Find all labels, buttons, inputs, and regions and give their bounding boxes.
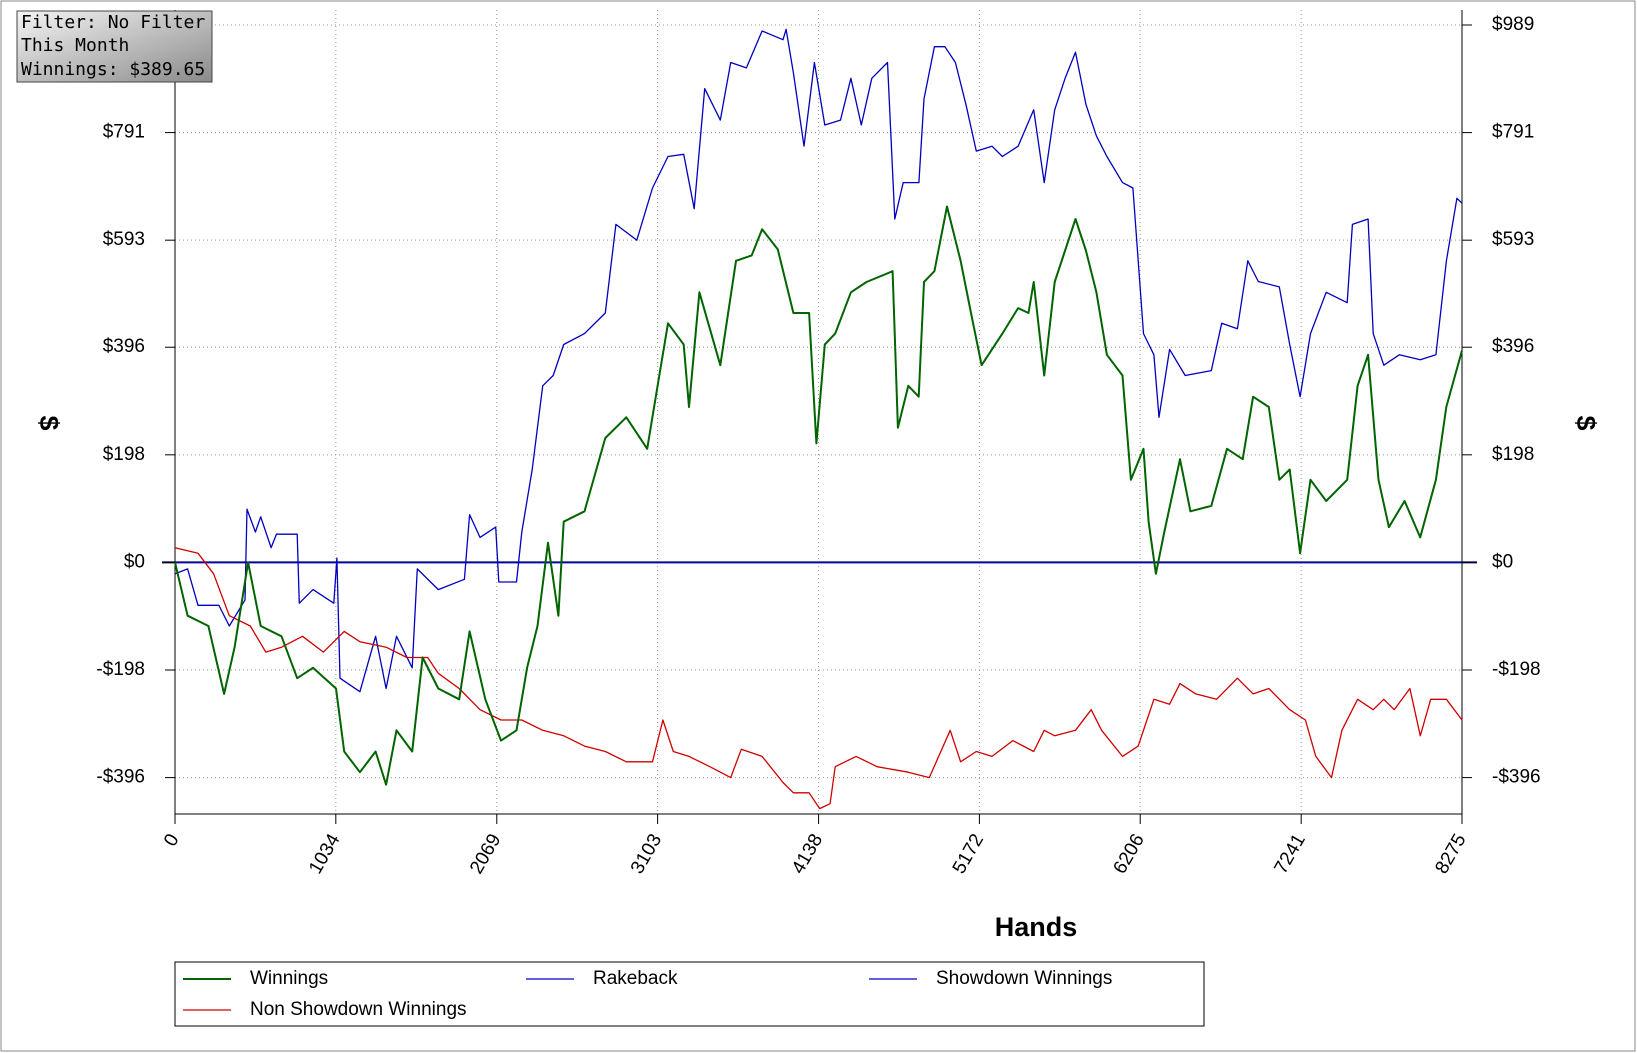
y-tick-label: $593: [103, 229, 145, 250]
info-background: [16, 10, 213, 83]
series-line: [174, 28, 1463, 693]
x-tick-label: 7241: [1271, 831, 1310, 878]
x-axis-label: Hands: [995, 912, 1078, 942]
series-line: [174, 547, 1463, 810]
legend-label: Winnings: [250, 968, 328, 989]
legend-label: Non Showdown Winnings: [250, 999, 467, 1020]
y-tick-label: $396: [103, 336, 145, 357]
legend: Winnings Rakeback Showdown Winnings Non Sho…: [183, 968, 1112, 1020]
info-line: Filter: No Filter: [21, 12, 205, 33]
y-tick-label: -$396: [96, 767, 145, 788]
x-tick-label: 2069: [466, 831, 505, 878]
y2-tick-label: $396: [1492, 336, 1534, 357]
info-line: This Month: [21, 35, 129, 56]
y-tick-label: $0: [124, 551, 145, 572]
plot-area: -$396 -$198 $0 $198 $396 $593 $791 $989 -$396 -$1…: [96, 10, 1541, 878]
y-tick-label: $198: [103, 444, 145, 465]
x-tick-label: 8275: [1431, 831, 1470, 878]
y-axis-label: $: [34, 415, 64, 430]
info-box: Filter: No Filter This Month Winnings: $…: [16, 10, 213, 83]
y-tick-label: $791: [103, 122, 145, 143]
y2-tick-label: $989: [1492, 14, 1534, 35]
x-tick-label: 0: [160, 831, 183, 851]
x-tick-label: 4138: [788, 831, 827, 878]
y2-axis-label: $: [1571, 415, 1601, 430]
legend-label: Rakeback: [593, 968, 678, 989]
y2-tick-label: $593: [1492, 229, 1534, 250]
x-tick-label: 6206: [1110, 831, 1149, 878]
y2-tick-label: -$198: [1492, 659, 1541, 680]
series-line: [174, 205, 1463, 786]
info-line: Winnings: $389.65: [21, 59, 205, 80]
y2-tick-label: $791: [1492, 122, 1534, 143]
legend-box: [174, 961, 1205, 1027]
x-tick-label: 3103: [627, 831, 666, 878]
y2-tick-label: $198: [1492, 444, 1534, 465]
legend-label: Showdown Winnings: [936, 968, 1112, 989]
y2-tick-label: $0: [1492, 551, 1513, 572]
y2-tick-label: -$396: [1492, 767, 1541, 788]
x-tick-label: 5172: [949, 831, 988, 878]
x-tick-label: 1034: [305, 830, 345, 877]
y-tick-label: -$198: [96, 659, 145, 680]
